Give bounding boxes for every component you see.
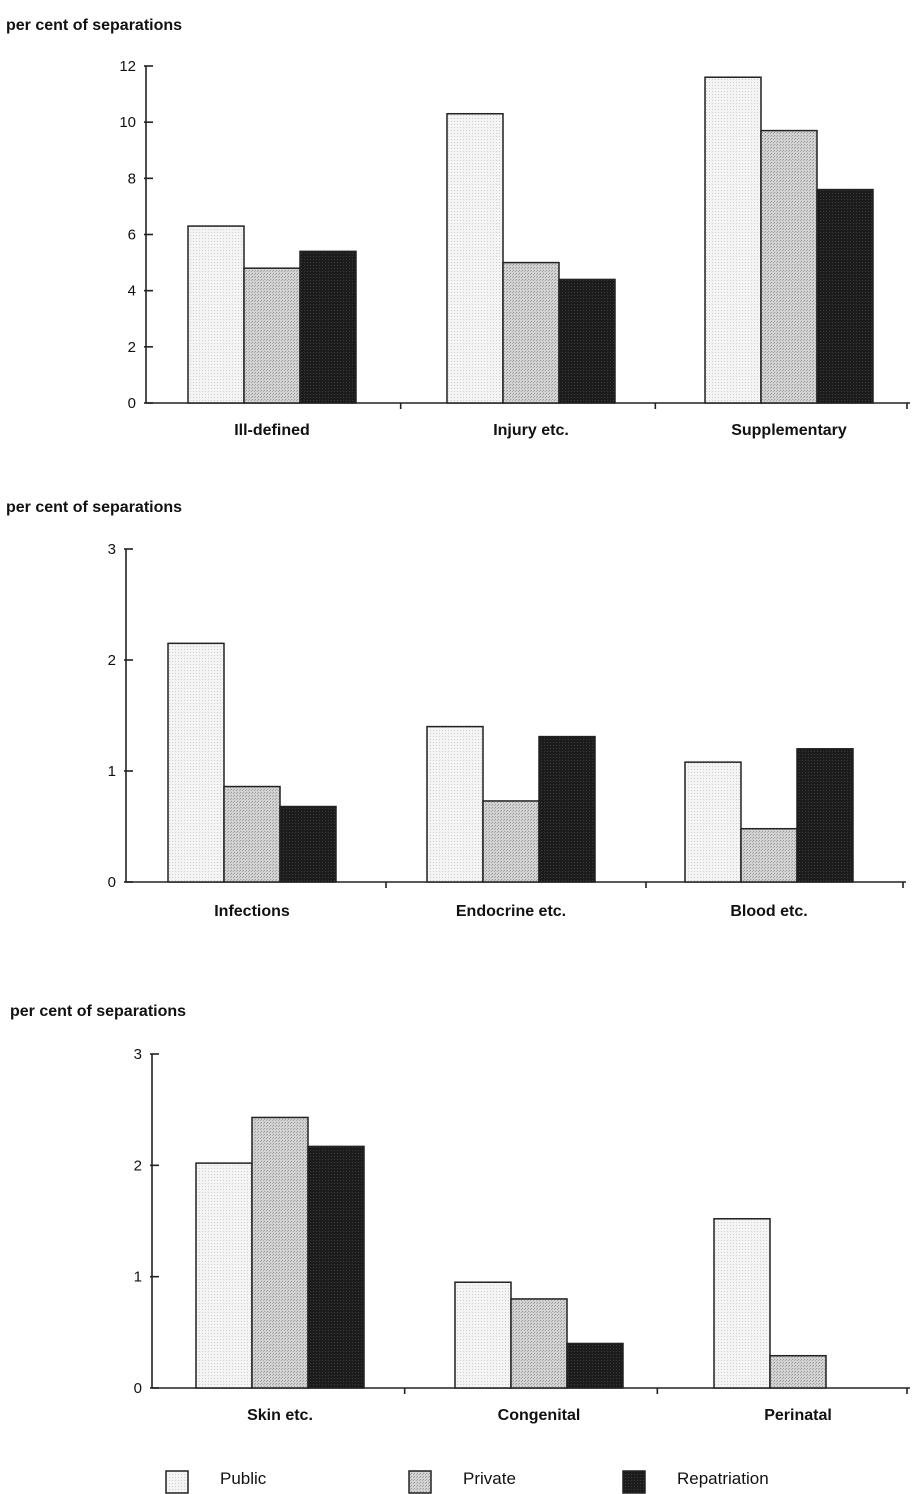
y-axis-label: per cent of separations [6,17,182,34]
bar-perinatal-public [713,1218,771,1389]
y-axis-label: per cent of separations [6,499,182,516]
bar-skin-etc-repatriation [307,1145,365,1389]
bar-endocrine-etc-private [482,800,540,883]
bar-infections-private [223,785,281,883]
bar-ill-defined-public [187,225,245,404]
category-label-blood-etc: Blood etc. [730,903,807,920]
y-tick-label: 10 [119,114,136,131]
bar-ill-defined-repatriation [299,250,357,404]
legend-label-public: Public [220,1469,267,1488]
y-tick-label: 0 [134,1380,142,1397]
y-tick-label: 3 [108,541,116,558]
category-label-ill-defined: Ill-defined [234,422,310,439]
bar-skin-etc-private [251,1116,309,1389]
bar-perinatal-private [769,1354,827,1389]
category-label-endocrine-etc: Endocrine etc. [456,903,566,920]
bar-congenital-repatriation [566,1342,624,1389]
legend-swatch-private [408,1470,432,1494]
category-label-supplementary: Supplementary [731,422,847,439]
legend-swatch-public [165,1470,189,1494]
bar-endocrine-etc-repatriation [538,735,596,883]
y-tick-label: 8 [128,170,136,187]
y-tick-label: 2 [134,1157,142,1174]
legend-item-public: Public [165,1469,267,1494]
y-tick-label: 6 [128,227,136,244]
bar-congenital-public [454,1281,512,1389]
y-tick-label: 4 [128,283,136,300]
category-label-injury-etc: Injury etc. [493,422,569,439]
bar-congenital-private [510,1298,568,1389]
y-tick-label: 12 [119,58,136,75]
bar-endocrine-etc-public [426,725,484,883]
category-label-infections: Infections [214,903,290,920]
category-label-skin-etc: Skin etc. [247,1407,313,1424]
bar-infections-public [167,642,225,883]
legend: Public Private Repatriation [165,1469,769,1494]
bar-supplementary-repatriation [816,188,874,404]
chart-infections-endocrine-blood: per cent of separations 0 1 2 3 Infections End… [6,499,906,920]
chart-ill-defined-injury-supplementary: per cent of separations 0 2 4 6 8 10 12 Ill-defi… [6,17,910,439]
legend-item-repatriation: Repatriation [622,1469,769,1494]
y-tick-label: 3 [134,1046,142,1063]
bar-injury-etc-repatriation [558,278,616,404]
bar-supplementary-private [760,129,818,404]
category-label-perinatal: Perinatal [764,1407,832,1424]
chart-skin-congenital-perinatal: per cent of separations 0 1 2 3 Skin etc. Cong… [10,1003,910,1424]
y-axis-label: per cent of separations [10,1003,186,1020]
y-tick-label: 1 [134,1269,142,1286]
legend-swatch-repatriation [622,1470,646,1494]
bar-skin-etc-public [195,1162,253,1389]
bar-blood-etc-repatriation [796,748,854,883]
bar-blood-etc-private [740,827,798,883]
y-tick-label: 1 [108,763,116,780]
bar-supplementary-public [704,76,762,404]
category-label-congenital: Congenital [498,1407,581,1424]
legend-item-private: Private [408,1469,516,1494]
y-tick-label: 2 [108,652,116,669]
legend-label-repatriation: Repatriation [677,1469,769,1488]
bar-blood-etc-public [684,761,742,883]
bar-ill-defined-private [243,267,301,404]
y-tick-label: 0 [128,395,136,412]
y-tick-label: 0 [108,874,116,891]
bar-injury-etc-public [446,112,504,404]
legend-label-private: Private [463,1469,516,1488]
bar-injury-etc-private [502,261,560,404]
bar-infections-repatriation [279,805,337,883]
y-tick-label: 2 [128,339,136,356]
